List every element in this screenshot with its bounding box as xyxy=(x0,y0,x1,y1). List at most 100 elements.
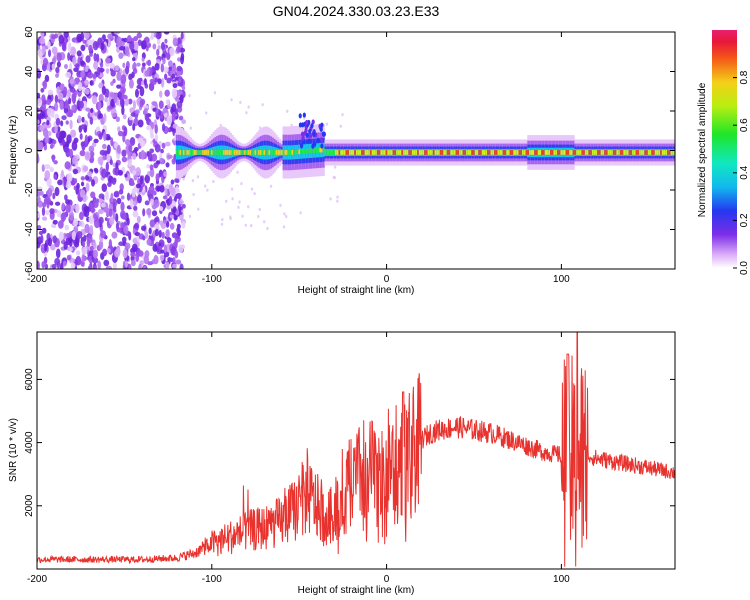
fringe-speck xyxy=(341,113,344,117)
noise-speck xyxy=(109,92,115,98)
signal-core-cell xyxy=(543,150,546,155)
noise-speck xyxy=(75,255,82,266)
signal-core-cell xyxy=(314,148,317,153)
signal-core-cell xyxy=(230,150,233,155)
noise-speck xyxy=(146,125,152,131)
snr-marks xyxy=(37,332,675,567)
fringe-speck xyxy=(188,94,191,98)
colorbar-tick-label: 0.0 xyxy=(739,261,750,275)
snr-x-tick-label: -100 xyxy=(202,574,222,585)
fringe-speck xyxy=(329,197,332,201)
signal-core-cell xyxy=(612,150,615,155)
colorbar-tick-label: 0.2 xyxy=(739,213,750,227)
noise-speck xyxy=(44,170,51,180)
noise-speck xyxy=(159,220,165,226)
noise-speck xyxy=(113,95,118,104)
noise-speck xyxy=(148,227,152,235)
signal-core-cell xyxy=(376,150,379,155)
noise-speck xyxy=(135,167,141,176)
fringe-speck xyxy=(240,182,243,186)
noise-speck xyxy=(64,64,68,70)
noise-speck xyxy=(55,73,59,78)
signal-core-cell xyxy=(301,149,304,154)
signal-core-cell xyxy=(175,150,178,155)
fringe-speck xyxy=(244,223,248,227)
noise-speck xyxy=(92,40,99,51)
signal-core-cell xyxy=(259,150,262,155)
noise-speck xyxy=(137,177,141,185)
noise-speck xyxy=(139,175,144,185)
noise-speck xyxy=(51,263,57,269)
signal-core-cell xyxy=(590,150,593,155)
noise-speck xyxy=(161,123,166,132)
noise-speck xyxy=(84,223,90,234)
signal-core-cell xyxy=(450,150,453,155)
signal-core-cell xyxy=(604,150,607,155)
spectrogram-x-tick-label: -200 xyxy=(27,274,47,285)
noise-speck xyxy=(90,191,96,199)
signal-core-cell xyxy=(495,150,498,155)
fringe-speck xyxy=(258,207,261,212)
signal-core-cell xyxy=(287,150,290,155)
noise-speck xyxy=(124,97,130,106)
noise-speck xyxy=(175,259,182,265)
noise-speck xyxy=(105,265,112,269)
noise-speck xyxy=(156,186,161,192)
noise-speck xyxy=(76,50,82,57)
noise-speck xyxy=(142,265,147,269)
noise-speck xyxy=(142,235,146,241)
signal-core-cell xyxy=(588,150,591,155)
signal-core-cell xyxy=(359,150,362,155)
noise-speck xyxy=(122,236,127,243)
noise-speck xyxy=(55,66,60,74)
spectrogram-x-label: Height of straight line (km) xyxy=(298,285,415,296)
signal-core-cell xyxy=(481,150,484,155)
fringe-speck xyxy=(325,122,329,126)
signal-core-cell xyxy=(469,150,472,155)
signal-core-cell xyxy=(270,150,273,155)
signal-core-cell xyxy=(459,150,462,155)
noise-speck xyxy=(160,77,165,88)
signal-core-cell xyxy=(464,150,467,155)
noise-speck xyxy=(92,115,98,121)
snr-x-label: Height of straight line (km) xyxy=(298,585,415,596)
noise-speck xyxy=(66,134,72,144)
noise-speck xyxy=(168,195,173,205)
fringe-speck xyxy=(181,209,184,213)
snr-y-label: SNR (10 * v/v) xyxy=(8,418,19,482)
signal-core-cell xyxy=(654,150,657,155)
noise-speck xyxy=(171,73,176,79)
noise-speck xyxy=(71,93,77,103)
noise-speck xyxy=(56,52,62,62)
signal-core-cell xyxy=(600,150,603,155)
signal-core-cell xyxy=(298,149,301,155)
noise-speck xyxy=(169,222,175,230)
noise-speck xyxy=(134,222,140,230)
signal-core-cell xyxy=(312,148,315,154)
signal-core-cell xyxy=(223,150,226,155)
noise-speck xyxy=(54,257,61,266)
noise-speck xyxy=(103,259,110,267)
signal-core-cell xyxy=(424,150,427,155)
noise-speck xyxy=(165,229,170,238)
noise-speck xyxy=(59,84,64,91)
noise-speck xyxy=(127,263,132,269)
spectrogram-x-tick-label: 100 xyxy=(553,274,570,285)
noise-speck xyxy=(37,225,42,230)
noise-speck xyxy=(156,48,160,57)
noise-speck xyxy=(79,150,86,157)
signal-core-cell xyxy=(237,150,240,155)
noise-speck xyxy=(91,141,97,148)
noise-speck xyxy=(151,32,155,38)
signal-core-cell xyxy=(345,150,348,155)
noise-speck xyxy=(120,195,125,200)
signal-core-cell xyxy=(195,150,198,155)
noise-speck xyxy=(130,251,136,257)
signal-core-cell xyxy=(605,150,608,155)
noise-speck xyxy=(76,182,80,190)
signal-core-cell xyxy=(380,150,383,155)
signal-core-cell xyxy=(494,150,497,155)
signal-core-cell xyxy=(179,150,182,155)
signal-core-cell xyxy=(317,147,320,153)
noise-speck xyxy=(124,173,128,178)
